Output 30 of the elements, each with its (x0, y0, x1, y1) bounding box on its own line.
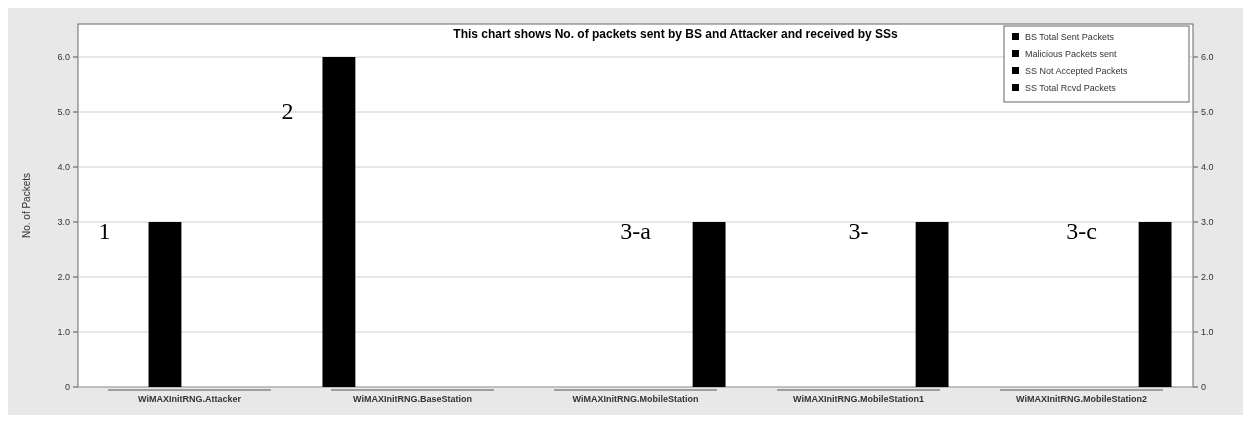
y-tick-label: 5.0 (57, 106, 70, 117)
y2-tick-label: 2.0 (1201, 271, 1214, 282)
y-tick-label: 6.0 (57, 51, 70, 62)
y2-tick-label: 1.0 (1201, 326, 1214, 337)
y-axis-title: No. of Packets (21, 172, 32, 239)
x-tick-label: WiMAXInitRNG.MobileStation (572, 394, 699, 404)
legend-label: SS Total Rcvd Packets (1025, 82, 1117, 93)
annotation: 2 (281, 98, 294, 124)
y2-tick-label: 6.0 (1201, 51, 1214, 62)
y2-tick-label: 3.0 (1201, 216, 1214, 227)
chart-title: This chart shows No. of packets sent by BS and Attacker and received by SSs (453, 27, 898, 41)
legend-label: SS Not Accepted Packets (1025, 65, 1129, 76)
y-tick-label: 4.0 (57, 161, 70, 172)
y-tick-label: 1.0 (57, 326, 70, 337)
annotation: 3-a (620, 218, 652, 244)
y-tick-label: 2.0 (57, 271, 70, 282)
y-tick-label: 3.0 (57, 216, 70, 227)
x-tick-label: WiMAXInitRNG.BaseStation (353, 394, 472, 404)
y-tick-label: 0 (64, 381, 70, 392)
x-tick-label: WiMAXInitRNG.MobileStation1 (793, 394, 924, 404)
y2-tick-label: 0 (1201, 381, 1207, 392)
legend-label: BS Total Sent Packets (1025, 31, 1115, 42)
y2-tick-label: 5.0 (1201, 106, 1214, 117)
legend-label: Malicious Packets sent (1025, 48, 1118, 59)
annotation: 3-c (1066, 218, 1097, 244)
annotation: 1 (98, 218, 111, 244)
x-tick-label: WiMAXInitRNG.Attacker (138, 394, 242, 404)
annotation: 3- (848, 218, 869, 244)
y2-tick-label: 4.0 (1201, 161, 1214, 172)
x-tick-label: WiMAXInitRNG.MobileStation2 (1016, 394, 1147, 404)
